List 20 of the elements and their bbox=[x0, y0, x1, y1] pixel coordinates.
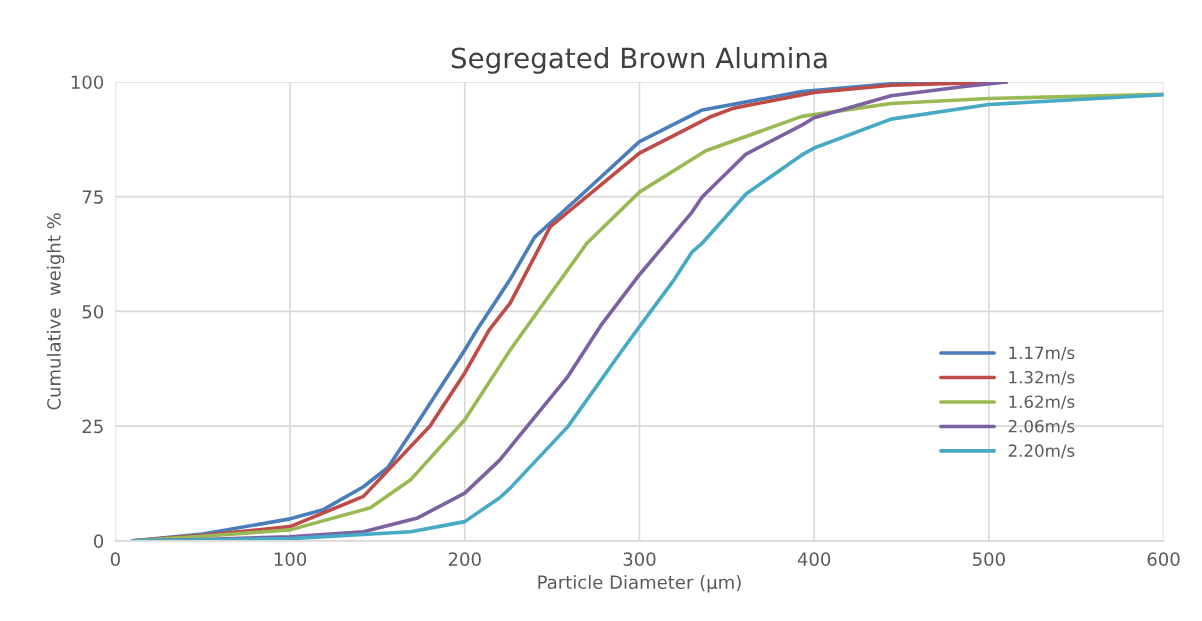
x-tick-label: 200 bbox=[448, 552, 481, 566]
y-axis-title: Cumulative weight % bbox=[46, 213, 65, 410]
legend-label: 1.17m/s bbox=[1009, 346, 1075, 361]
legend-label: 1.32m/s bbox=[1009, 370, 1075, 385]
x-axis-title: Particle Diameter (µm) bbox=[538, 575, 741, 593]
legend-label: 1.62m/s bbox=[1009, 395, 1075, 410]
y-tick-label: 100 bbox=[71, 75, 104, 90]
y-tick-label: 75 bbox=[82, 190, 103, 204]
y-tick-label: 0 bbox=[93, 534, 104, 549]
legend-label: 2.06m/s bbox=[1008, 419, 1075, 434]
x-tick-label: 400 bbox=[797, 552, 831, 566]
x-tick-label: 300 bbox=[623, 552, 656, 566]
y-tick-label: 25 bbox=[82, 419, 103, 434]
x-tick-label: 500 bbox=[973, 552, 1005, 566]
legend-label: 2.20m/s bbox=[1008, 444, 1075, 459]
x-tick-label: 0 bbox=[110, 552, 120, 566]
chart-title: Segregated Brown Alumina bbox=[451, 46, 827, 74]
x-tick-label: 600 bbox=[1147, 552, 1180, 566]
x-tick-label: 100 bbox=[274, 552, 307, 566]
y-tick-label: 50 bbox=[82, 304, 104, 319]
